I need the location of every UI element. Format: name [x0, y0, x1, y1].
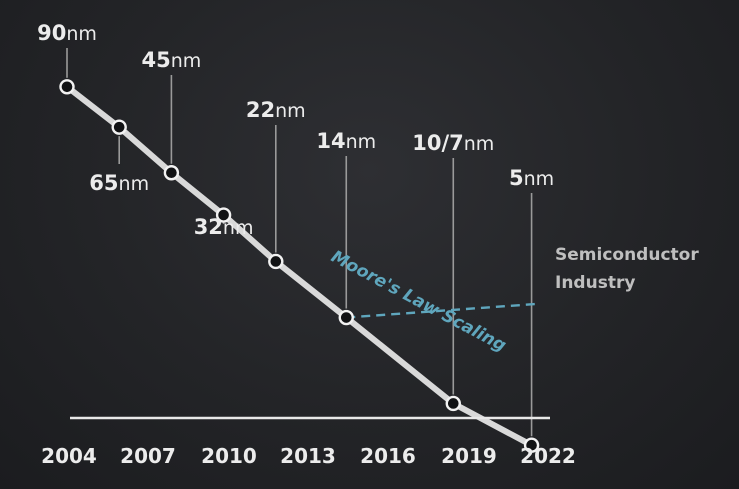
- node-label: 22nm: [246, 98, 306, 122]
- x-tick-label: 2019: [441, 444, 497, 468]
- data-point: [111, 119, 127, 135]
- node-label-number: 22: [246, 98, 275, 122]
- data-point: [163, 165, 180, 181]
- x-tick-label: 2004: [41, 444, 97, 468]
- node-label-unit: nm: [223, 217, 254, 239]
- node-label-unit: nm: [346, 131, 377, 153]
- node-label-number: 14: [316, 129, 345, 153]
- node-label-unit: nm: [275, 100, 306, 122]
- data-point: [523, 437, 540, 453]
- node-label-number: 90: [37, 21, 66, 45]
- node-label: 5nm: [509, 166, 554, 190]
- data-point: [215, 207, 232, 223]
- node-label-unit: nm: [66, 23, 97, 45]
- node-label-unit: nm: [171, 50, 202, 72]
- leader-lines: [66, 48, 533, 437]
- node-label-number: 32: [194, 215, 223, 239]
- node-label: 10/7nm: [412, 131, 494, 155]
- industry-legend-line1: Semiconductor: [555, 245, 699, 265]
- moore-law-label: Moore's Law Scaling: [328, 247, 510, 356]
- legend: Semiconductor Industry Moore's Law Scaling: [328, 245, 700, 356]
- moore-law-trend: [346, 302, 537, 319]
- industry-line: [64, 83, 535, 449]
- node-label: 45nm: [142, 48, 202, 72]
- industry-series: [59, 79, 540, 453]
- node-label-number: 65: [89, 171, 118, 195]
- data-point: [445, 395, 461, 412]
- x-tick-label: 2013: [280, 444, 336, 468]
- node-label-number: 45: [142, 48, 171, 72]
- x-tick-label: 2007: [120, 444, 176, 468]
- node-label: 65nm: [89, 171, 149, 195]
- node-label: 32nm: [194, 215, 254, 239]
- x-axis: 2004 2007 2010 2013 2016 2019 2022: [41, 416, 576, 468]
- node-label-number: 5: [509, 166, 524, 190]
- node-label: 90nm: [37, 21, 97, 45]
- node-label-unit: nm: [524, 168, 555, 190]
- industry-legend-line2: Industry: [555, 273, 635, 293]
- x-tick-label: 2022: [520, 444, 576, 468]
- node-label-unit: nm: [464, 133, 495, 155]
- moore-law-dashed-line: [346, 302, 537, 319]
- data-point: [338, 309, 354, 326]
- data-point: [59, 79, 75, 95]
- x-tick-label: 2016: [360, 444, 416, 468]
- node-label: 14nm: [316, 129, 376, 153]
- x-tick-label: 2010: [201, 444, 257, 468]
- node-label-unit: nm: [119, 173, 150, 195]
- node-label-number: 10/7: [412, 131, 464, 155]
- data-point: [268, 253, 284, 270]
